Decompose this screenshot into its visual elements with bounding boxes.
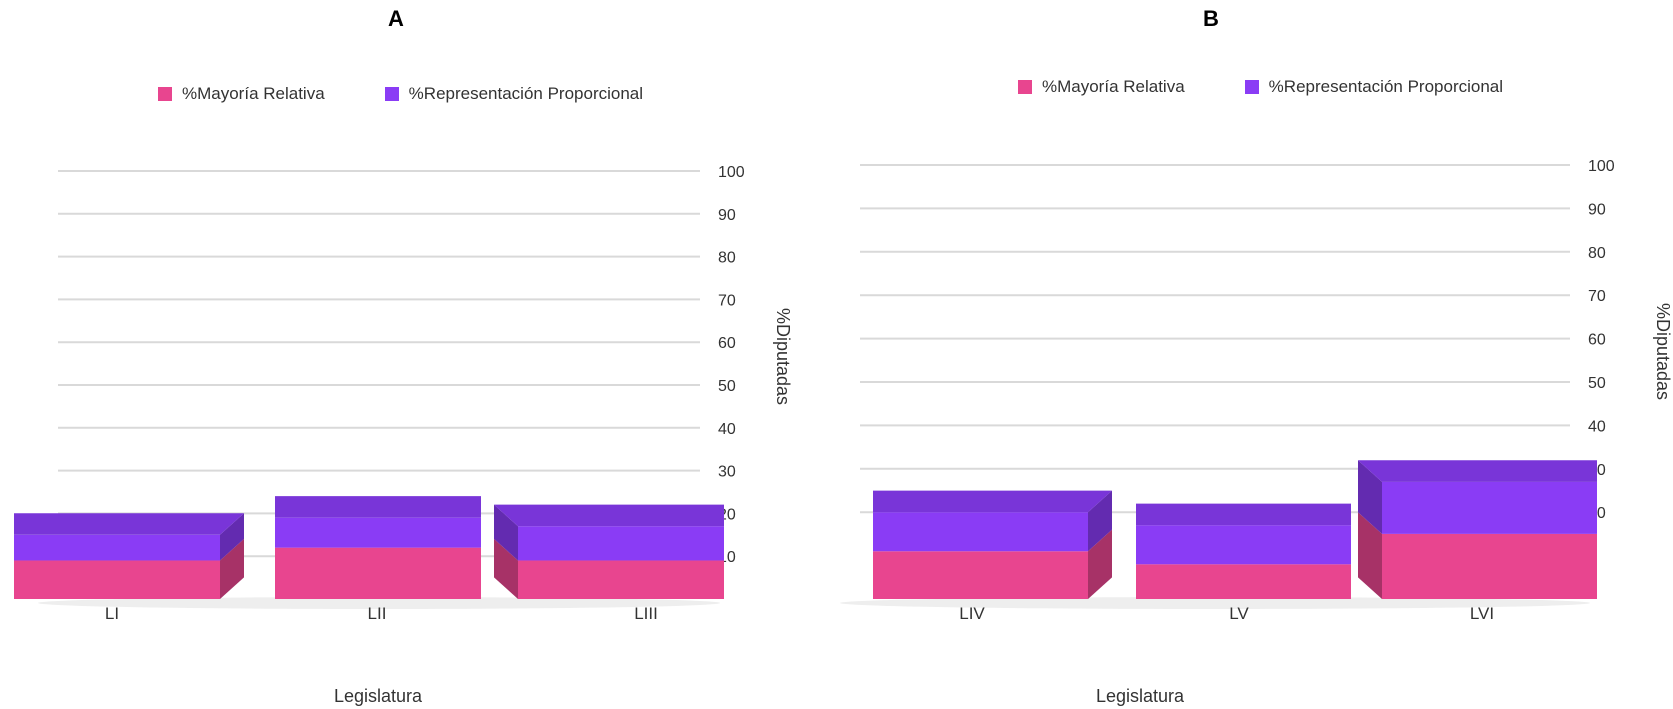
bar-top	[275, 496, 481, 518]
legend-label: %Mayoría Relativa	[1042, 77, 1185, 96]
y-tick-label: 80	[718, 250, 736, 267]
chart-legend: %Mayoría Relativa %Representación Propor…	[1018, 77, 1503, 97]
bar-segment	[14, 534, 220, 561]
y-tick-label: 80	[1588, 245, 1606, 262]
y-tick-label: 40	[1588, 418, 1606, 435]
bar-segment	[1382, 533, 1597, 599]
bar-top	[494, 504, 724, 527]
bar-top	[1358, 460, 1597, 482]
bar-segment	[14, 560, 220, 599]
bar-side	[494, 504, 518, 561]
bar-segment	[1382, 481, 1597, 534]
bar-segment	[275, 547, 481, 599]
y-tick-label: 90	[718, 207, 736, 224]
x-tick-label: LII	[368, 604, 387, 623]
bar-segment	[518, 526, 724, 561]
x-tick-label: LIV	[959, 604, 985, 623]
legend-item-representacion: %Representación Proporcional	[1244, 77, 1504, 97]
bar-top	[873, 490, 1112, 513]
chart-title: B	[1203, 6, 1219, 31]
bar-segment	[1136, 564, 1351, 599]
legend-item-mayoria: %Mayoría Relativa	[158, 84, 325, 104]
bar-side	[1088, 529, 1112, 599]
bar-side	[494, 538, 518, 599]
bar-side	[220, 513, 244, 561]
x-tick-label: LV	[1229, 604, 1249, 623]
bar-side	[220, 538, 244, 599]
bar-top	[1136, 503, 1351, 526]
x-tick-label: LI	[105, 604, 119, 623]
bar-segment	[518, 560, 724, 599]
y-tick-label: 100	[718, 164, 745, 181]
y-tick-label: 60	[718, 335, 736, 352]
chart-legend: %Mayoría Relativa %Representación Propor…	[158, 84, 643, 104]
legend-swatch	[158, 87, 172, 101]
bar-side	[1358, 512, 1382, 599]
bar-top	[14, 513, 244, 535]
chart-panel-a: A %Mayoría Relativa %Representación Prop…	[0, 0, 800, 709]
legend-swatch	[1018, 80, 1032, 94]
floor-shadow	[38, 597, 720, 609]
legend-label: %Representación Proporcional	[408, 84, 644, 103]
legend-swatch	[384, 87, 399, 101]
floor-shadow	[840, 597, 1590, 609]
legend-label: %Mayoría Relativa	[182, 84, 325, 103]
y-tick-label: 50	[718, 378, 736, 395]
x-axis-label: Legislatura	[333, 686, 423, 706]
legend-item-mayoria: %Mayoría Relativa	[1018, 77, 1185, 97]
legend-item-representacion: %Representación Proporcional	[384, 84, 644, 104]
chart-title: A	[388, 6, 404, 31]
x-tick-label: LVI	[1470, 604, 1494, 623]
bar-segment	[873, 512, 1088, 552]
bar-segment	[275, 517, 481, 548]
y-tick-label: 60	[1588, 332, 1606, 349]
plot-area: 2030405060708090100LIVLVLVI	[840, 158, 1615, 623]
legend-label: %Representación Proporcional	[1268, 77, 1504, 96]
y-tick-label: 40	[718, 421, 736, 438]
x-tick-label: LIII	[634, 604, 658, 623]
x-axis-label: Legislatura	[1095, 686, 1185, 706]
bar-segment	[873, 551, 1088, 599]
chart-panel-b: B %Mayoría Relativa %Representación Prop…	[840, 0, 1673, 709]
y-tick-label: 70	[1588, 288, 1606, 305]
bar-side	[1088, 490, 1112, 552]
bar-segment	[1136, 525, 1351, 565]
y-tick-label: 30	[718, 464, 736, 481]
y-tick-label: 50	[1588, 375, 1606, 392]
y-tick-label: 100	[1588, 158, 1615, 175]
y-tick-label: 70	[718, 292, 736, 309]
legend-swatch	[1244, 80, 1259, 94]
bar-side	[1358, 460, 1382, 534]
y-axis-label: %Diputadas	[773, 308, 793, 406]
y-tick-label: 90	[1588, 201, 1606, 218]
y-axis-label: %Diputadas	[1653, 303, 1673, 401]
